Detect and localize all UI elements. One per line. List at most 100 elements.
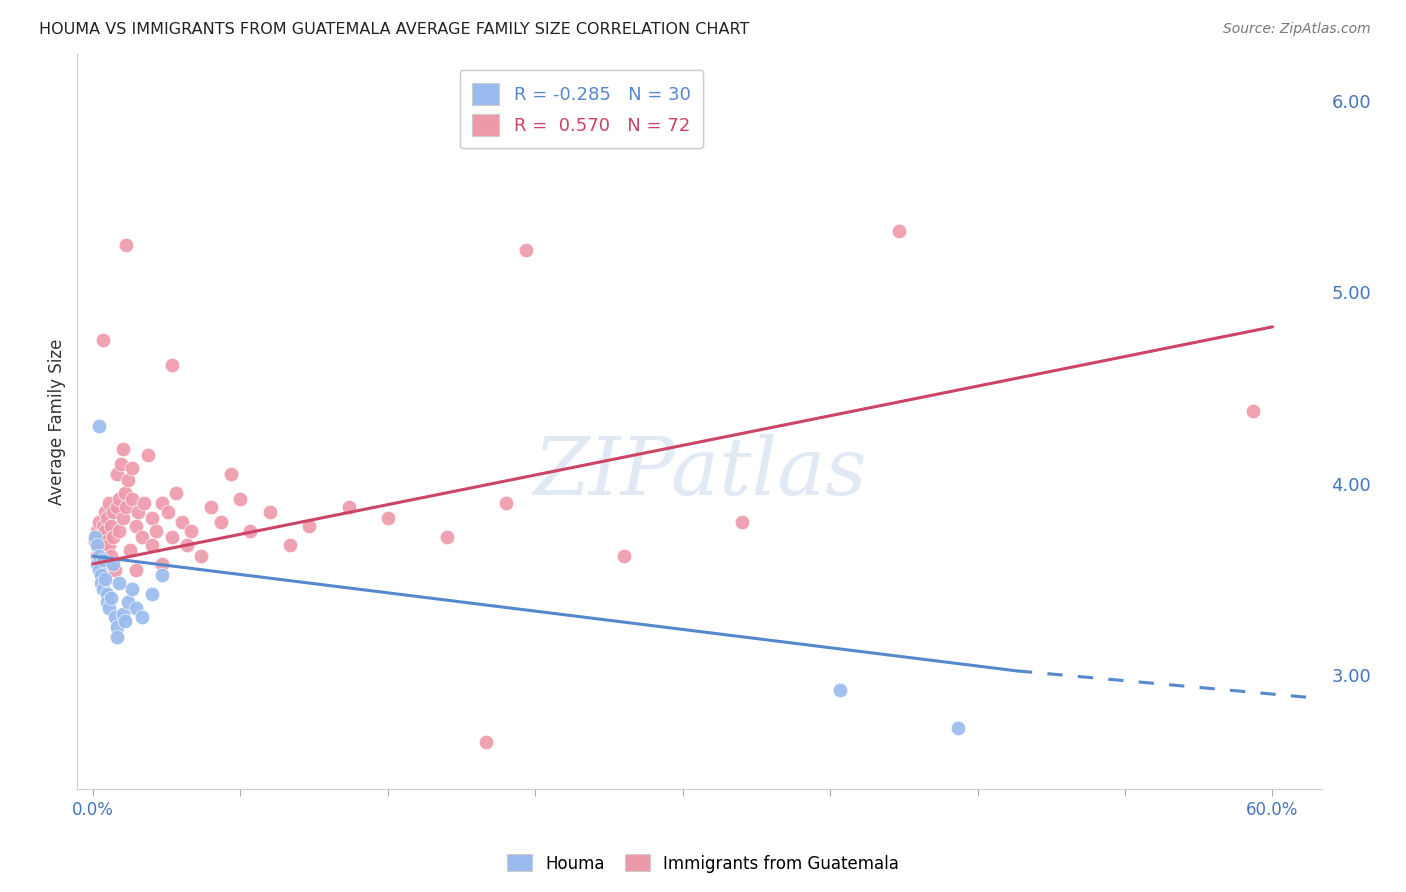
Point (110, 458, 132, 472)
Point (100, 549, 122, 564)
Text: ZIPatlas: ZIPatlas (533, 434, 866, 512)
Point (101, 557, 124, 571)
Point (131, 530, 153, 544)
Point (239, 524, 262, 539)
Point (515, 244, 537, 258)
Point (475, 734, 498, 748)
Point (86, 549, 108, 564)
Point (104, 563, 127, 577)
Point (190, 549, 212, 564)
Point (887, 224, 910, 238)
Point (105, 500, 128, 514)
Point (120, 543, 142, 558)
Point (170, 515, 193, 529)
Point (125, 518, 148, 533)
Point (94, 505, 117, 519)
Point (377, 511, 399, 525)
Point (117, 595, 139, 609)
Point (87, 515, 110, 529)
Point (96, 533, 118, 548)
Point (134, 496, 156, 510)
Point (101, 505, 124, 519)
Legend: R = -0.285   N = 30, R =  0.570   N = 72: R = -0.285 N = 30, R = 0.570 N = 72 (460, 70, 703, 148)
Point (114, 486, 136, 500)
Point (121, 491, 143, 506)
Point (180, 524, 202, 539)
Point (145, 524, 167, 539)
Point (115, 500, 138, 514)
Point (731, 515, 754, 529)
Point (97, 538, 120, 552)
Point (337, 500, 360, 514)
Point (111, 442, 134, 457)
Point (96, 595, 118, 609)
Point (278, 538, 301, 552)
Point (150, 568, 173, 582)
Point (100, 518, 122, 533)
Point (150, 496, 173, 510)
Point (104, 610, 127, 624)
Point (90, 543, 112, 558)
Point (100, 591, 122, 606)
Point (107, 576, 129, 591)
Point (91, 518, 114, 533)
Point (87, 538, 110, 552)
Point (141, 538, 163, 552)
Point (105, 620, 128, 634)
Point (86, 557, 108, 571)
Point (165, 486, 187, 500)
Point (156, 505, 179, 519)
Point (150, 557, 173, 571)
Point (121, 461, 143, 475)
Point (97, 496, 120, 510)
Point (101, 530, 124, 544)
Point (91, 582, 114, 596)
Point (131, 610, 153, 624)
Point (209, 515, 232, 529)
Point (117, 473, 139, 487)
Point (160, 358, 183, 372)
Point (97, 600, 120, 615)
Point (90, 530, 112, 544)
Point (1241, 404, 1264, 418)
Point (111, 511, 134, 525)
Point (96, 587, 118, 601)
Point (87, 563, 110, 577)
Point (125, 563, 148, 577)
Point (125, 600, 148, 615)
Point (436, 530, 458, 544)
Point (86, 538, 108, 552)
Point (87, 549, 110, 564)
Text: HOUMA VS IMMIGRANTS FROM GUATEMALA AVERAGE FAMILY SIZE CORRELATION CHART: HOUMA VS IMMIGRANTS FROM GUATEMALA AVERA… (39, 22, 749, 37)
Point (828, 683, 851, 698)
Point (91, 557, 114, 571)
Point (84, 533, 107, 548)
Point (91, 553, 114, 567)
Text: Source: ZipAtlas.com: Source: ZipAtlas.com (1223, 22, 1371, 37)
Point (96, 511, 118, 525)
Point (90, 568, 112, 582)
Point (121, 582, 143, 596)
Point (136, 448, 159, 462)
Point (87, 419, 110, 434)
Point (105, 467, 128, 481)
Point (84, 530, 107, 544)
Point (200, 500, 222, 514)
Point (946, 721, 969, 735)
Point (613, 549, 636, 564)
Point (495, 496, 517, 510)
Point (219, 467, 242, 481)
Legend: Houma, Immigrants from Guatemala: Houma, Immigrants from Guatemala (501, 847, 905, 880)
Y-axis label: Average Family Size: Average Family Size (48, 338, 66, 505)
Point (114, 614, 136, 628)
Point (107, 524, 129, 539)
Point (259, 505, 281, 519)
Point (90, 576, 112, 591)
Point (298, 518, 321, 533)
Point (105, 630, 128, 644)
Point (91, 333, 114, 347)
Point (107, 491, 129, 506)
Point (160, 530, 183, 544)
Point (141, 587, 163, 601)
Point (94, 524, 117, 539)
